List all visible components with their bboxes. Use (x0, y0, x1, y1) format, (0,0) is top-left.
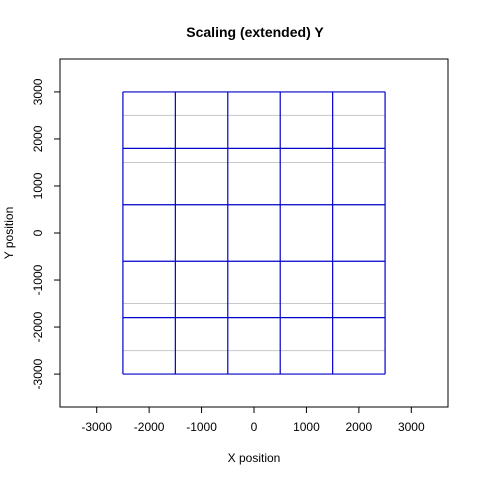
reference-lines (122, 114, 386, 352)
y-tick-label-4: 1000 (31, 172, 45, 199)
x-tick-label-6: 3000 (398, 420, 425, 434)
x-tick-label-3: 0 (251, 420, 258, 434)
x-tick-label-0: -3000 (81, 420, 112, 434)
plot-area (59, 58, 449, 408)
y-tick-label-0: -3000 (31, 358, 45, 389)
y-tick-label-5: 2000 (31, 125, 45, 152)
blue-grid (122, 91, 386, 375)
x-tick-label-4: 1000 (293, 420, 320, 434)
y-tick-label-1: -2000 (31, 311, 45, 342)
x-axis-label: X position (228, 451, 281, 465)
x-tick-label-1: -2000 (134, 420, 165, 434)
x-tick-label-2: -1000 (186, 420, 217, 434)
x-tick-label-5: 2000 (346, 420, 373, 434)
y-tick-label-2: -1000 (31, 264, 45, 295)
y-axis: -3000 -2000 -1000 0 1000 2000 3000 (31, 78, 60, 389)
y-axis-label: Y position (2, 207, 16, 259)
y-tick-label-3: 0 (31, 229, 45, 236)
x-axis: -3000 -2000 -1000 0 1000 2000 3000 (81, 407, 425, 434)
y-tick-label-6: 3000 (31, 78, 45, 105)
chart-title: Scaling (extended) Y (186, 24, 324, 40)
